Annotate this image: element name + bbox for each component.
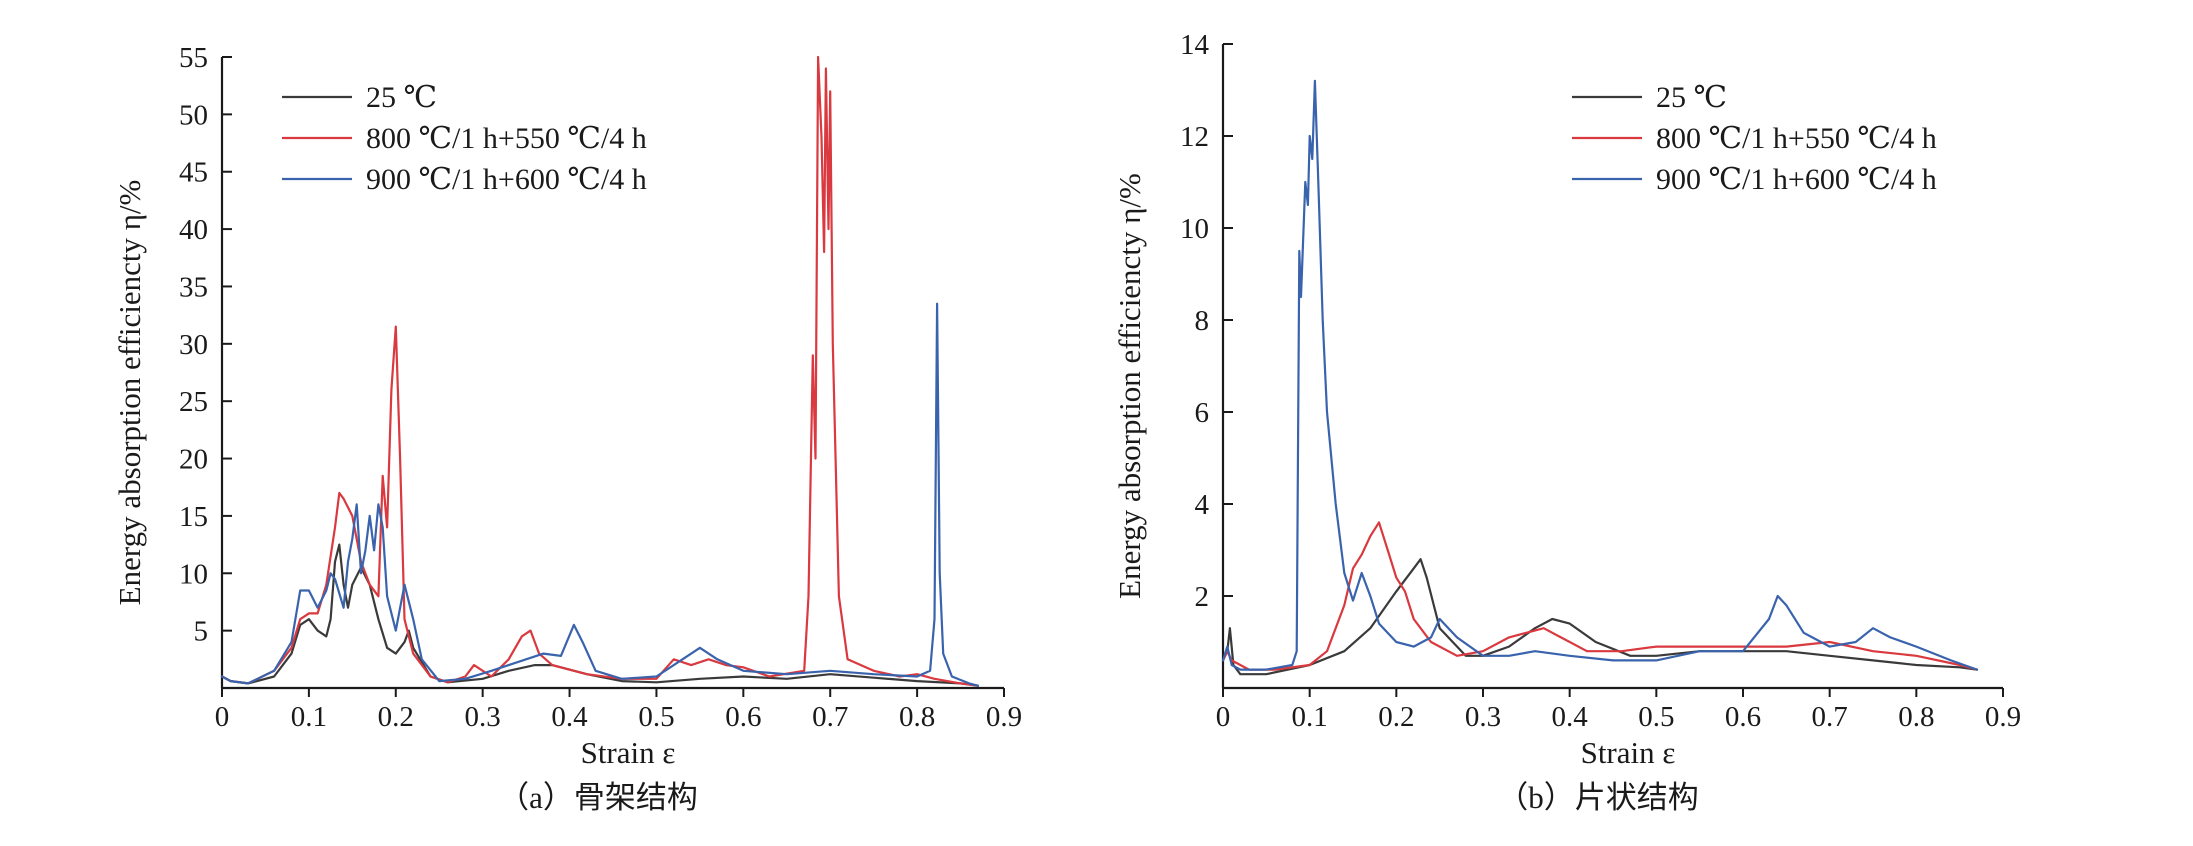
x-tick-label: 0.3 xyxy=(465,701,501,733)
y-axis-title: Energy absorption efficiencty η/% xyxy=(112,180,147,606)
y-tick-label: 10 xyxy=(1180,213,1209,245)
x-tick-label: 0.2 xyxy=(1378,701,1414,733)
y-tick-label: 14 xyxy=(1180,29,1210,61)
chart-caption: （a）骨架结构 xyxy=(498,780,698,815)
y-tick-label: 6 xyxy=(1195,397,1210,429)
y-tick-label: 15 xyxy=(179,501,208,533)
x-tick-label: 0.9 xyxy=(986,701,1022,733)
legend-label-2: 900 ℃/1 h+600 ℃/4 h xyxy=(366,163,647,196)
x-tick-label: 0.9 xyxy=(1985,701,2021,733)
y-tick-label: 10 xyxy=(179,558,208,590)
x-axis-title: Strain ε xyxy=(581,735,676,770)
series-line-2 xyxy=(220,302,979,687)
series-line-0 xyxy=(220,543,979,687)
x-tick-label: 0.1 xyxy=(1292,701,1328,733)
y-tick-label: 45 xyxy=(179,157,208,189)
y-tick-label: 4 xyxy=(1195,489,1210,521)
y-tick-label: 12 xyxy=(1180,121,1209,153)
y-tick-label: 2 xyxy=(1195,581,1210,613)
x-tick-label: 0.5 xyxy=(638,701,674,733)
legend-label-1: 800 ℃/1 h+550 ℃/4 h xyxy=(1656,122,1937,155)
y-tick-label: 50 xyxy=(179,99,208,131)
series-line-0 xyxy=(1221,558,1979,676)
y-tick-label: 25 xyxy=(179,386,208,418)
x-tick-label: 0.5 xyxy=(1638,701,1674,733)
x-tick-label: 0.7 xyxy=(812,701,848,733)
x-tick-label: 0.4 xyxy=(551,701,588,733)
legend-label-1: 800 ℃/1 h+550 ℃/4 h xyxy=(366,122,647,155)
x-tick-label: 0.8 xyxy=(899,701,935,733)
x-tick-label: 0.1 xyxy=(291,701,327,733)
series-line-2 xyxy=(1221,79,1979,671)
legend-label-0: 25 ℃ xyxy=(1656,81,1727,114)
y-tick-label: 20 xyxy=(179,444,208,476)
y-tick-label: 40 xyxy=(179,214,208,246)
x-tick-label: 0 xyxy=(1216,701,1231,733)
y-tick-label: 30 xyxy=(179,329,208,361)
series-line-1 xyxy=(220,55,979,687)
x-tick-label: 0 xyxy=(215,701,230,733)
x-tick-label: 0.8 xyxy=(1898,701,1934,733)
x-axis-title: Strain ε xyxy=(1581,735,1676,770)
chart-a-skeleton-structure: 0 0.1 0.2 0.3 0.4 0.5 0.6 0.7 0.8 0.9 5 10 15 20 25 30 3… xyxy=(112,42,1022,815)
legend-label-2: 900 ℃/1 h+600 ℃/4 h xyxy=(1656,163,1937,196)
x-tick-label: 0.3 xyxy=(1465,701,1501,733)
x-tick-label: 0.2 xyxy=(378,701,414,733)
series-line-1 xyxy=(1221,521,1979,671)
x-tick-label: 0.4 xyxy=(1552,701,1589,733)
x-tick-label: 0.6 xyxy=(725,701,761,733)
chart-b-sheet-structure: 0 0.1 0.2 0.3 0.4 0.5 0.6 0.7 0.8 0.9 2 4 6 8 10 12 14 St… xyxy=(1112,29,2021,815)
chart-caption: （b）片状结构 xyxy=(1497,780,1699,815)
y-tick-label: 5 xyxy=(194,616,209,648)
x-tick-label: 0.7 xyxy=(1812,701,1848,733)
legend-label-0: 25 ℃ xyxy=(366,81,437,114)
x-tick-label: 0.6 xyxy=(1725,701,1761,733)
y-tick-label: 8 xyxy=(1195,305,1210,337)
y-tick-label: 55 xyxy=(179,42,208,74)
y-axis-title: Energy absorption efficiencty η/% xyxy=(1112,173,1147,599)
y-tick-label: 35 xyxy=(179,271,208,303)
